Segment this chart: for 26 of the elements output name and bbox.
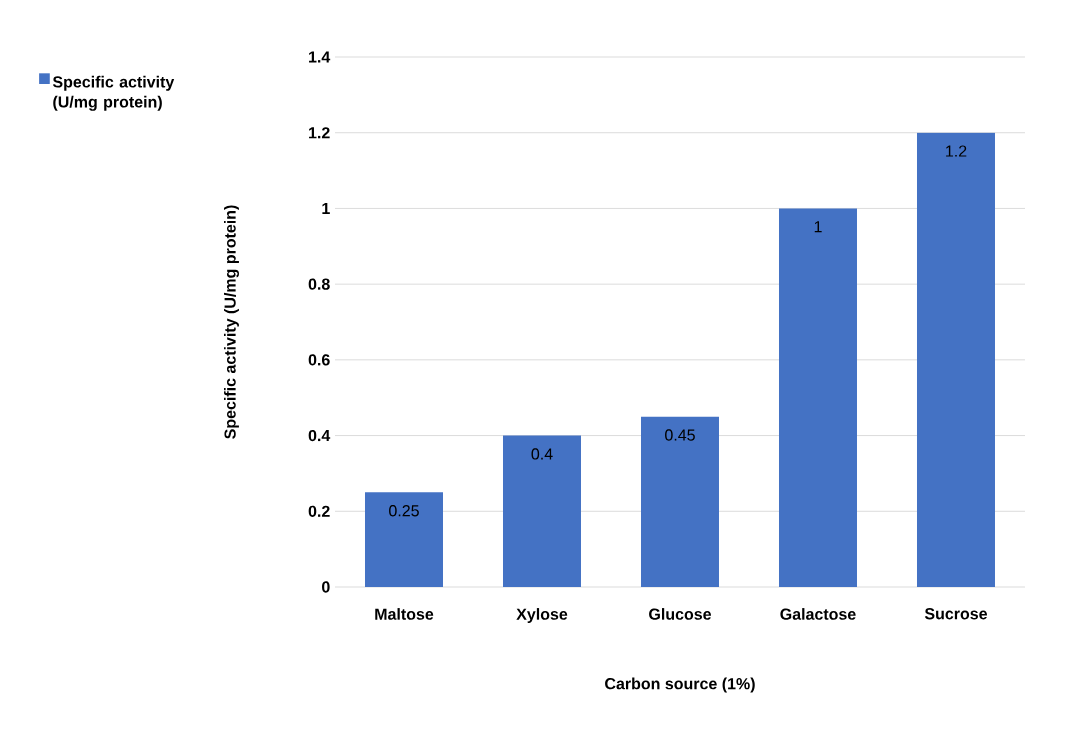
x-tick-label: Maltose	[375, 608, 434, 620]
x-tick-label: Sucrose	[924, 608, 988, 620]
y-tick-label: 1.4	[309, 51, 331, 63]
y-tick-label: 0.6	[308, 354, 330, 366]
x-tick-label: Glucose	[649, 608, 712, 620]
bar	[641, 416, 719, 587]
y-tick-label: 0.2	[308, 505, 330, 517]
x-axis-title: Carbon source (1%)	[605, 677, 755, 693]
x-tick-label: Xylose	[516, 608, 568, 623]
y-axis-title: Specific activity (U/mg protein)	[224, 205, 239, 439]
x-tick-label: Galactose	[780, 608, 856, 620]
bar	[916, 132, 995, 587]
y-tick-label: 1	[322, 202, 330, 214]
data-label: 0.4	[531, 448, 553, 460]
y-tick-label: 0.4	[308, 429, 331, 442]
data-label: 0.25	[389, 505, 419, 517]
data-label: 0.45	[665, 429, 695, 441]
y-tick-label: 1.2	[309, 127, 330, 139]
bar	[365, 492, 443, 587]
data-label: 1.2	[946, 145, 967, 157]
y-tick-label: 0	[322, 581, 330, 593]
legend-label: Specific activity (U/mg protein)	[52, 75, 175, 111]
data-label: 1	[814, 221, 822, 233]
bar	[778, 208, 857, 587]
bar	[503, 435, 581, 587]
y-tick-label: 0.8	[308, 278, 330, 290]
